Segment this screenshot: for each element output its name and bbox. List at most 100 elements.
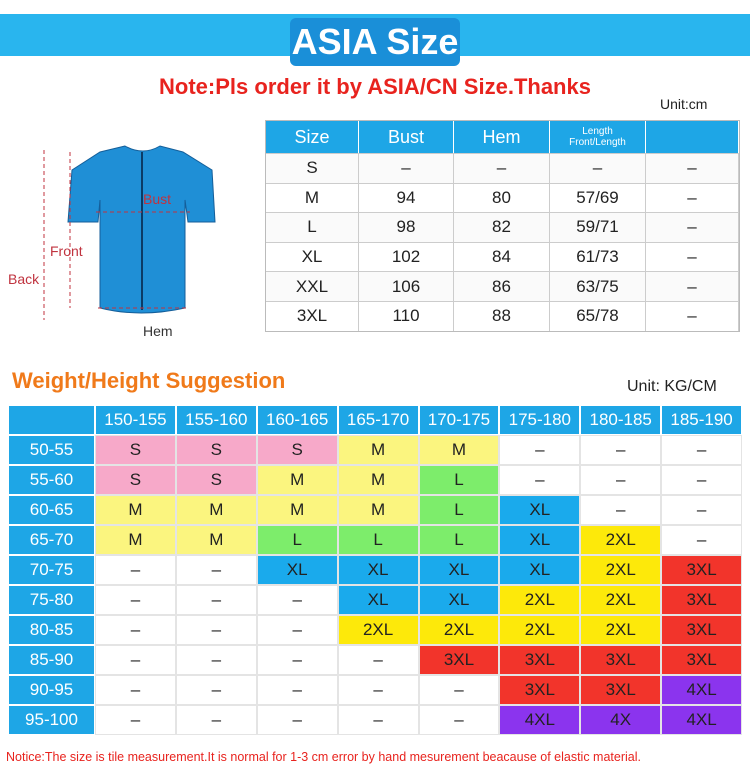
weight-header: 80-85	[8, 615, 95, 645]
height-header: 170-175	[418, 405, 500, 435]
size-suggestion: 3XL	[661, 585, 742, 615]
size-suggestion: –	[418, 705, 500, 735]
size-suggestion: XL	[418, 585, 500, 615]
size-suggestion: 2XL	[418, 615, 500, 645]
size-suggestion: –	[256, 675, 338, 705]
size-suggestion: M	[175, 495, 257, 525]
size-cell: –	[359, 153, 454, 183]
front-label: Front	[50, 243, 83, 259]
size-cell: 86	[454, 271, 550, 301]
height-header: 160-165	[256, 405, 338, 435]
size-suggestion: 2XL	[337, 615, 419, 645]
height-header: 175-180	[499, 405, 581, 435]
size-suggestion: XL	[499, 525, 581, 555]
header-line: Front/Length	[569, 137, 626, 148]
size-suggestion: M	[337, 435, 419, 465]
size-cell: L	[266, 212, 359, 242]
size-suggestion: –	[337, 705, 419, 735]
suggestion-table: 150-155 155-160 160-165 165-170 170-175 175-1…	[8, 405, 742, 735]
size-suggestion: –	[256, 705, 338, 735]
weight-header: 70-75	[8, 555, 95, 585]
header-cell: Size	[266, 121, 359, 153]
weight-header: 90-95	[8, 675, 95, 705]
size-cell: 110	[359, 301, 454, 331]
size-suggestion: 4XL	[661, 675, 742, 705]
suggestion-unit: Unit: KG/CM	[627, 378, 717, 395]
size-suggestion: 3XL	[580, 645, 662, 675]
size-suggestion: L	[337, 525, 419, 555]
size-suggestion: –	[175, 675, 257, 705]
size-cell: 84	[454, 241, 550, 272]
size-cell: 3XL	[266, 301, 359, 331]
size-suggestion: M	[256, 465, 338, 495]
size-suggestion: –	[95, 615, 176, 645]
size-suggestion: M	[256, 495, 338, 525]
size-suggestion: 3XL	[580, 675, 662, 705]
size-suggestion: 2XL	[580, 525, 662, 555]
suggestion-title: Weight/Height Suggestion	[12, 368, 286, 393]
size-cell: –	[646, 182, 739, 213]
size-suggestion: –	[661, 495, 742, 525]
size-suggestion: L	[418, 465, 500, 495]
header-cell: Hem	[454, 121, 550, 153]
height-header: 155-160	[175, 405, 257, 435]
size-suggestion: –	[337, 675, 419, 705]
note: Note:Pls order it by ASIA/CN Size.Thanks	[159, 74, 591, 99]
size-suggestion: S	[95, 435, 176, 465]
size-table: Size Bust Hem Length Front/Length S – – – – M 94 80 5…	[265, 120, 740, 332]
footer-notice: Notice:The size is tile measurement.It i…	[6, 750, 641, 764]
weight-header: 60-65	[8, 495, 95, 525]
size-suggestion: XL	[256, 555, 338, 585]
size-suggestion: XL	[337, 555, 419, 585]
header-line: Length	[582, 126, 613, 137]
size-cell: –	[646, 153, 739, 183]
size-suggestion: 3XL	[661, 645, 742, 675]
size-cell: 63/75	[550, 271, 646, 301]
size-suggestion: L	[418, 495, 500, 525]
size-suggestion: –	[661, 465, 742, 495]
size-suggestion: –	[580, 495, 662, 525]
size-suggestion: M	[175, 525, 257, 555]
size-cell: –	[646, 241, 739, 272]
header-cell	[646, 121, 739, 153]
size-cell: 80	[454, 182, 550, 213]
size-suggestion: –	[661, 525, 742, 555]
size-suggestion: –	[661, 435, 742, 465]
size-suggestion: 2XL	[580, 615, 662, 645]
header-cell: Bust	[359, 121, 454, 153]
size-suggestion: –	[499, 465, 581, 495]
weight-header: 95-100	[8, 705, 95, 735]
size-cell: –	[454, 153, 550, 183]
weight-header: 65-70	[8, 525, 95, 555]
size-cell: 59/71	[550, 212, 646, 242]
size-suggestion: –	[95, 555, 176, 585]
size-suggestion: –	[256, 585, 338, 615]
back-label: Back	[8, 271, 40, 287]
size-suggestion: –	[95, 585, 176, 615]
size-cell: 88	[454, 301, 550, 331]
unit: Unit:cm	[660, 96, 708, 112]
size-suggestion: 2XL	[580, 555, 662, 585]
size-cell: XL	[266, 241, 359, 272]
size-suggestion: XL	[499, 495, 581, 525]
size-cell: 106	[359, 271, 454, 301]
banner-title: ASIA Size	[290, 18, 460, 66]
size-suggestion: XL	[499, 555, 581, 585]
size-suggestion: 4X	[580, 705, 662, 735]
height-header: 185-190	[661, 405, 742, 435]
size-cell: –	[550, 153, 646, 183]
size-cell: M	[266, 182, 359, 213]
size-cell: –	[646, 212, 739, 242]
bust-label: Bust	[143, 191, 171, 207]
size-suggestion: S	[95, 465, 176, 495]
size-suggestion: 2XL	[499, 615, 581, 645]
height-header: 180-185	[580, 405, 662, 435]
size-suggestion: 2XL	[580, 585, 662, 615]
size-suggestion: XL	[418, 555, 500, 585]
weight-header: 85-90	[8, 645, 95, 675]
header-cell: Length Front/Length	[550, 121, 646, 153]
size-suggestion: M	[418, 435, 500, 465]
size-suggestion: L	[418, 525, 500, 555]
size-suggestion: 4XL	[661, 705, 742, 735]
